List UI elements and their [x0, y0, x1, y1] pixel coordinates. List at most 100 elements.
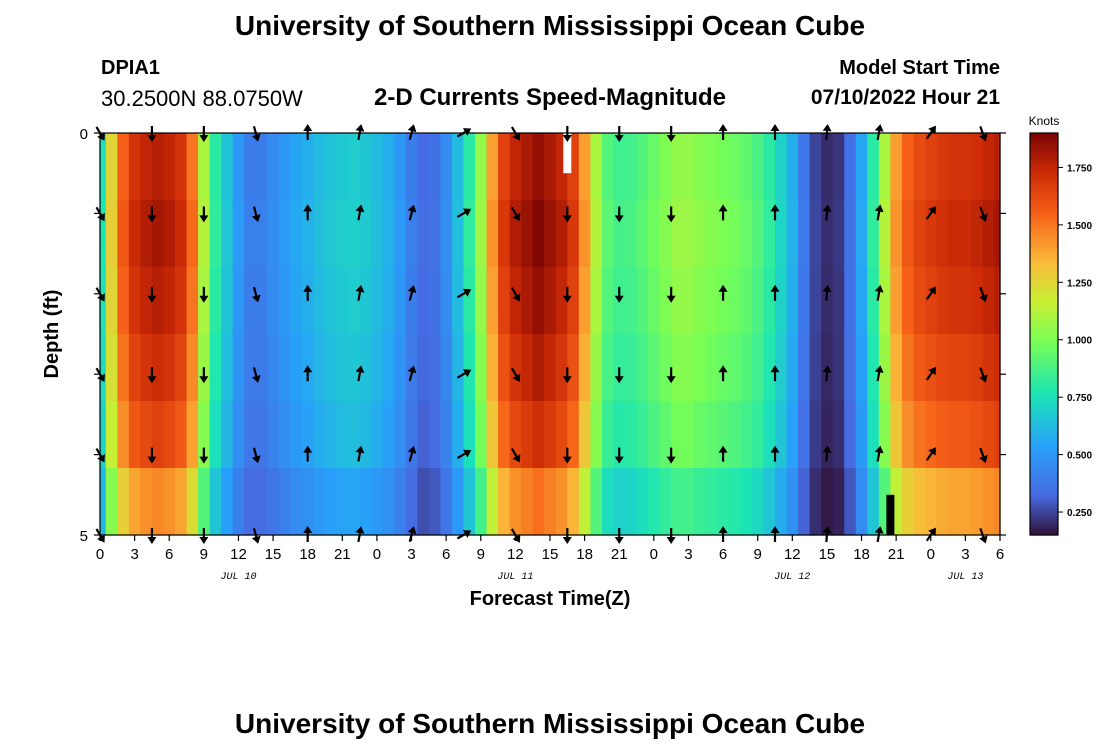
heatmap-cell [509, 200, 522, 268]
heatmap-cell [371, 468, 384, 536]
heatmap-cell [694, 200, 707, 268]
heatmap-cell [878, 334, 891, 402]
heatmap-cell [982, 200, 995, 268]
heatmap-cell [140, 334, 153, 402]
heatmap-cell [867, 334, 880, 402]
current-vector-arrow [456, 288, 472, 299]
heatmap-cell [717, 200, 730, 268]
arrow-head [562, 537, 572, 544]
current-vector-arrow [251, 286, 261, 303]
x-tick-label: 3 [961, 546, 969, 563]
arrow-head [614, 376, 624, 384]
heatmap-cell [486, 267, 499, 335]
x-tick-label: 21 [611, 546, 628, 563]
current-vector-arrow [199, 126, 209, 142]
heatmap-cell [694, 133, 707, 201]
heatmap-cell [100, 133, 107, 201]
heatmap-cell [313, 334, 326, 402]
arrow-head [407, 285, 417, 294]
colorbar-segment [1030, 280, 1058, 285]
colorbar-segment [1030, 514, 1058, 519]
colorbar-segment [1030, 156, 1058, 161]
heatmap-cell [117, 401, 130, 469]
current-vector-arrow [562, 447, 572, 464]
current-vector-arrow [614, 126, 624, 142]
arrow-head [512, 373, 521, 382]
current-vector-arrow [355, 526, 365, 543]
heatmap-cell [682, 200, 695, 268]
arrow-head [979, 133, 988, 142]
heatmap-cell [405, 133, 418, 201]
heatmap-cell [625, 401, 638, 469]
x-tick-label: 3 [130, 546, 138, 563]
heatmap-cell [417, 267, 430, 335]
heatmap-cell [175, 133, 188, 201]
heatmap-cell [463, 200, 476, 268]
heatmap-cell [186, 468, 199, 536]
colorbar-segment [1030, 377, 1058, 382]
current-vector-arrow [251, 125, 261, 142]
current-vector-arrow [562, 286, 572, 303]
heatmap-cell [100, 334, 107, 402]
colorbar-segment [1030, 337, 1058, 342]
current-vector-arrow [251, 206, 261, 223]
heatmap-cell [705, 200, 718, 268]
heatmap-cell [498, 267, 511, 335]
heatmap-cell [313, 401, 326, 469]
arrow-head [407, 365, 417, 374]
current-vector-arrow [199, 206, 209, 223]
colorbar-segment [1030, 196, 1058, 201]
current-vector-arrow [510, 287, 521, 302]
colorbar-segment [1030, 528, 1058, 533]
heatmap-cell [290, 200, 303, 268]
arrow-head [874, 124, 884, 132]
colorbar-tick-label: 1.500 [1067, 221, 1092, 232]
heatmap-cell [590, 267, 603, 335]
heatmap-cell [105, 200, 118, 268]
heatmap-cell [105, 267, 118, 335]
heatmap-cell [567, 267, 580, 335]
heatmap-cell [775, 267, 788, 335]
heatmap-cell [117, 200, 130, 268]
heatmap-cell [601, 334, 615, 402]
heatmap-cell [913, 200, 926, 268]
heatmap-cell [544, 334, 557, 402]
heatmap-cell [117, 133, 130, 201]
current-vector-arrow [355, 204, 365, 221]
colorbar-segment [1030, 468, 1058, 472]
heatmap-cell [348, 133, 361, 201]
heatmap-cell [394, 401, 407, 469]
heatmap-cell [359, 133, 372, 201]
heatmap-cells [100, 133, 1001, 536]
arrow-head [562, 295, 572, 303]
arrow-head [928, 366, 936, 376]
colorbar-segment [1030, 303, 1058, 308]
arrow-head [462, 369, 472, 378]
current-vector-arrow [822, 445, 832, 462]
colorbar-segment [1030, 149, 1058, 154]
heatmap-cell [140, 468, 153, 536]
colorbar-segment [1030, 179, 1058, 184]
heatmap-cell [417, 133, 430, 201]
heatmap-cell [244, 267, 257, 335]
heatmap-cell [590, 468, 603, 536]
heatmap-cell [336, 334, 349, 402]
heatmap-cell [878, 401, 891, 469]
current-vector-arrow [407, 445, 417, 462]
heatmap-cell [244, 334, 257, 402]
heatmap-cell [705, 401, 718, 469]
heatmap-cell [336, 133, 349, 201]
arrow-head [979, 535, 988, 544]
colorbar-segment [1030, 277, 1058, 281]
colorbar-segment [1030, 464, 1058, 469]
heatmap-cell [913, 267, 926, 335]
heatmap-cell [682, 401, 695, 469]
arrow-head [614, 456, 624, 464]
current-vector-arrow [510, 528, 521, 543]
arrow-head [666, 295, 676, 303]
heatmap-cell [475, 468, 488, 536]
heatmap-cell [509, 133, 522, 201]
current-vector-arrow [979, 367, 988, 383]
heatmap-cell [267, 267, 280, 335]
colorbar-segment [1030, 216, 1058, 221]
